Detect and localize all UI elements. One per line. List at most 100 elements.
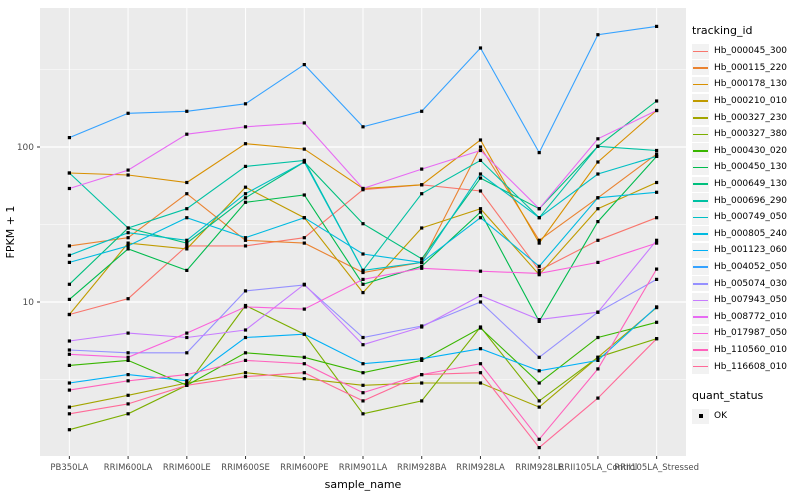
data-point [302, 193, 306, 197]
data-point [596, 260, 600, 264]
data-point [67, 428, 71, 432]
data-point [655, 241, 659, 245]
data-point [420, 192, 424, 196]
legend-item-quant-ok: OK [692, 408, 798, 425]
data-point [243, 328, 248, 332]
legend-key [692, 359, 709, 375]
data-point [126, 173, 130, 177]
data-point [67, 363, 71, 367]
data-point [420, 357, 424, 361]
data-point [126, 373, 130, 377]
legend-item-Hb_000805_240: Hb_000805_240 [692, 226, 798, 243]
legend-item-Hb_007943_050: Hb_007943_050 [692, 292, 798, 309]
data-point [596, 355, 600, 359]
legend-item-label: Hb_000696_290 [714, 195, 788, 206]
data-point [302, 371, 306, 375]
data-point [420, 183, 424, 187]
data-point [361, 383, 365, 387]
legend-item-Hb_000327_380: Hb_000327_380 [692, 126, 798, 143]
legend-item-Hb_004052_050: Hb_004052_050 [692, 259, 798, 276]
data-point [243, 289, 248, 293]
data-point [243, 164, 248, 168]
legend-item-Hb_000210_010: Hb_000210_010 [692, 93, 798, 110]
data-point [243, 125, 248, 129]
legend-item-label: Hb_116608_010 [714, 361, 788, 372]
data-point [243, 358, 248, 362]
legend-item-label: OK [714, 411, 727, 422]
data-point [67, 186, 71, 191]
data-point [361, 270, 365, 275]
legend-key [692, 408, 709, 424]
data-point [126, 355, 130, 359]
data-point [67, 297, 71, 301]
data-point [420, 399, 424, 403]
series-color-line-icon [693, 282, 708, 285]
data-point [185, 109, 189, 113]
black-square-point-icon [698, 414, 703, 419]
data-point [185, 244, 189, 248]
data-point [655, 305, 659, 309]
legend-key [692, 110, 709, 126]
data-point [302, 307, 306, 311]
data-point [537, 355, 541, 359]
data-point [126, 331, 130, 335]
legend-key [692, 93, 709, 109]
series-color-line-icon [693, 183, 708, 185]
data-point [478, 269, 483, 273]
x-tick-label: RRIM600PE [280, 463, 328, 473]
y-axis-title: FPKM + 1 [4, 206, 17, 259]
data-point [126, 241, 130, 245]
series-color-line-icon [693, 216, 708, 219]
data-point [243, 335, 248, 340]
data-point [185, 331, 189, 335]
data-point [655, 238, 659, 242]
data-point [478, 138, 483, 142]
data-point [655, 320, 659, 324]
data-point [126, 231, 130, 235]
data-point [243, 351, 248, 355]
data-point [185, 132, 189, 136]
data-point [243, 305, 248, 309]
x-tick-label: RRIM928LA [456, 463, 505, 473]
data-point [537, 264, 541, 268]
data-point [655, 337, 659, 341]
x-tick-label: RRII105LA_Stressed [614, 463, 699, 473]
data-point [655, 24, 659, 28]
data-point [67, 412, 71, 416]
data-point [420, 325, 424, 329]
data-point [596, 144, 600, 148]
legend-item-Hb_000430_020: Hb_000430_020 [692, 143, 798, 160]
data-point [478, 145, 483, 149]
data-point [478, 46, 483, 50]
data-point [243, 375, 248, 379]
legend-key [692, 226, 709, 242]
legend-key [692, 259, 709, 275]
series-color-line-icon [693, 266, 708, 268]
data-point [302, 236, 306, 240]
legend-item-Hb_001123_060: Hb_001123_060 [692, 242, 798, 259]
data-point [537, 216, 541, 220]
data-point [361, 362, 365, 366]
series-color-line-icon [693, 233, 708, 235]
data-point [67, 388, 71, 392]
data-point [361, 371, 365, 375]
data-point [243, 102, 248, 106]
legend-item-label: Hb_000210_010 [714, 96, 788, 107]
data-point [126, 393, 130, 397]
data-point [655, 108, 659, 113]
data-point [537, 268, 541, 272]
data-point [67, 136, 71, 140]
data-point [302, 147, 306, 151]
data-point [126, 358, 130, 362]
series-color-line-icon [693, 199, 708, 202]
data-point [126, 297, 130, 301]
data-point [185, 247, 189, 251]
data-point [67, 260, 71, 264]
data-point [596, 160, 600, 164]
data-point [537, 319, 541, 323]
legend-item-Hb_000696_290: Hb_000696_290 [692, 192, 798, 209]
series-color-line-icon [693, 67, 708, 69]
legend-item-Hb_000649_130: Hb_000649_130 [692, 176, 798, 193]
data-point [67, 381, 71, 385]
data-point [537, 238, 541, 242]
